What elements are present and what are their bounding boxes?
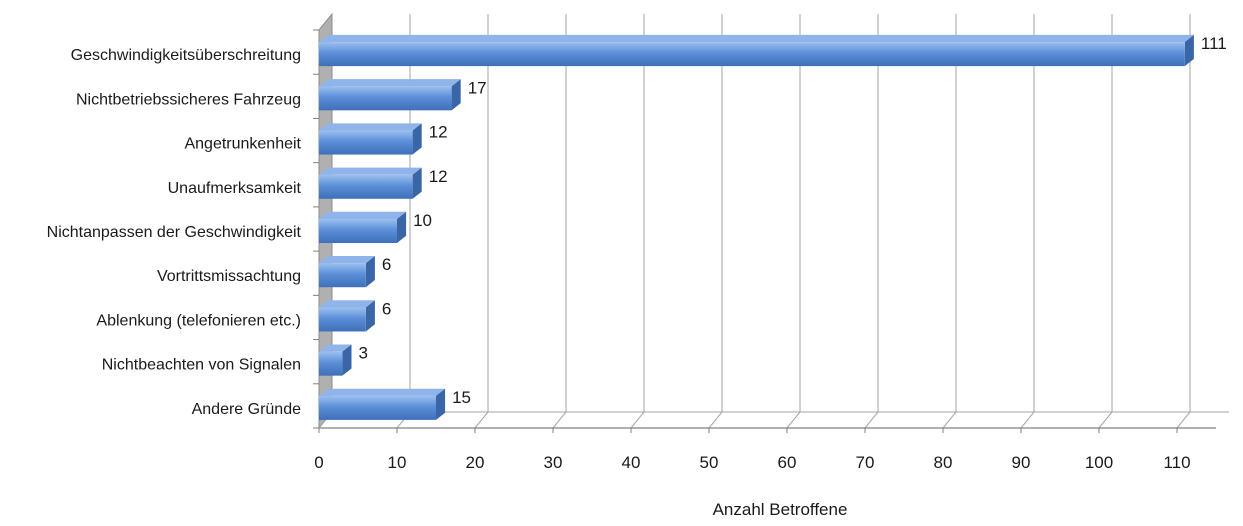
bar <box>319 167 422 199</box>
data-label: 15 <box>452 388 471 407</box>
data-label: 6 <box>382 255 391 274</box>
floor-gridline <box>942 411 957 429</box>
bar <box>319 256 375 288</box>
bar-top-face <box>319 79 461 87</box>
category-label: Andere Gründe <box>192 401 302 418</box>
floor-gridline <box>1176 411 1191 429</box>
floor-gridline <box>474 411 489 429</box>
category-label: Angetrunkenheit <box>184 136 301 153</box>
bar <box>319 34 1194 67</box>
x-tick-label: 90 <box>1012 453 1031 472</box>
bar-top-face <box>319 256 375 264</box>
x-tick-label: 40 <box>622 453 641 472</box>
x-tick-label: 60 <box>778 453 797 472</box>
bar <box>319 123 422 155</box>
bar-front-face <box>319 307 366 332</box>
bar <box>319 79 461 111</box>
bar-side-face <box>397 211 407 243</box>
floor-gridline <box>630 411 645 429</box>
bar-side-face <box>365 256 375 288</box>
bar-top-face <box>319 34 1194 43</box>
bar-front-face <box>319 351 343 376</box>
bar-front-face <box>319 263 366 288</box>
bar-side-face <box>1184 34 1194 67</box>
data-label: 10 <box>413 211 432 230</box>
x-tick-label: 20 <box>466 453 485 472</box>
data-label: 17 <box>468 78 487 97</box>
bar-front-face <box>319 395 436 420</box>
x-tick-label: 50 <box>700 453 719 472</box>
floor-gridline <box>786 411 801 429</box>
bar <box>319 344 352 376</box>
bar-side-face <box>436 388 446 420</box>
bar-front-face <box>319 174 413 199</box>
x-tick-label: 0 <box>314 453 323 472</box>
bar-side-face <box>342 344 352 376</box>
floor-gridline <box>708 411 723 429</box>
data-label: 3 <box>359 344 368 363</box>
floor-gridline <box>552 411 567 429</box>
bar-side-face <box>412 123 422 155</box>
bar-top-face <box>319 167 422 175</box>
category-label: Unaufmerksamkeit <box>168 180 302 197</box>
x-tick-label: 10 <box>388 453 407 472</box>
bar <box>319 300 375 332</box>
bar-top-face <box>319 123 422 131</box>
x-axis-title: Anzahl Betroffene <box>713 500 848 519</box>
category-label: Nichtbetriebssicheres Fahrzeug <box>76 91 301 108</box>
bar-side-face <box>451 79 461 111</box>
floor-gridline <box>864 411 879 429</box>
x-tick-label: 30 <box>544 453 563 472</box>
bar-top-face <box>319 211 407 219</box>
floor-gridline <box>1098 411 1113 429</box>
bar-front-face <box>319 42 1185 67</box>
bar-top-face <box>319 388 446 396</box>
bar <box>319 388 446 420</box>
bar-top-face <box>319 300 375 308</box>
data-label: 6 <box>382 299 391 318</box>
category-label: Ablenkung (telefonieren etc.) <box>96 312 301 329</box>
category-label: Vortrittsmissachtung <box>157 268 301 285</box>
category-label: Nichtanpassen der Geschwindigkeit <box>47 224 302 241</box>
floor-gridline <box>1020 411 1035 429</box>
category-label: Geschwindigkeitsüberschreitung <box>71 47 301 64</box>
bar <box>319 211 407 243</box>
bar-side-face <box>365 300 375 332</box>
bar-side-face <box>412 167 422 199</box>
data-label: 12 <box>429 123 448 142</box>
x-tick-label: 70 <box>856 453 875 472</box>
x-tick-label: 100 <box>1085 453 1113 472</box>
data-label: 111 <box>1201 34 1227 53</box>
category-label: Nichtbeachten von Signalen <box>102 357 301 374</box>
bar-front-face <box>319 130 413 155</box>
bar-front-face <box>319 219 397 243</box>
bar-top-face <box>319 344 352 352</box>
x-tick-label: 80 <box>934 453 953 472</box>
data-label: 12 <box>429 167 448 186</box>
x-tick-label: 110 <box>1163 453 1190 472</box>
bar-front-face <box>319 86 452 111</box>
